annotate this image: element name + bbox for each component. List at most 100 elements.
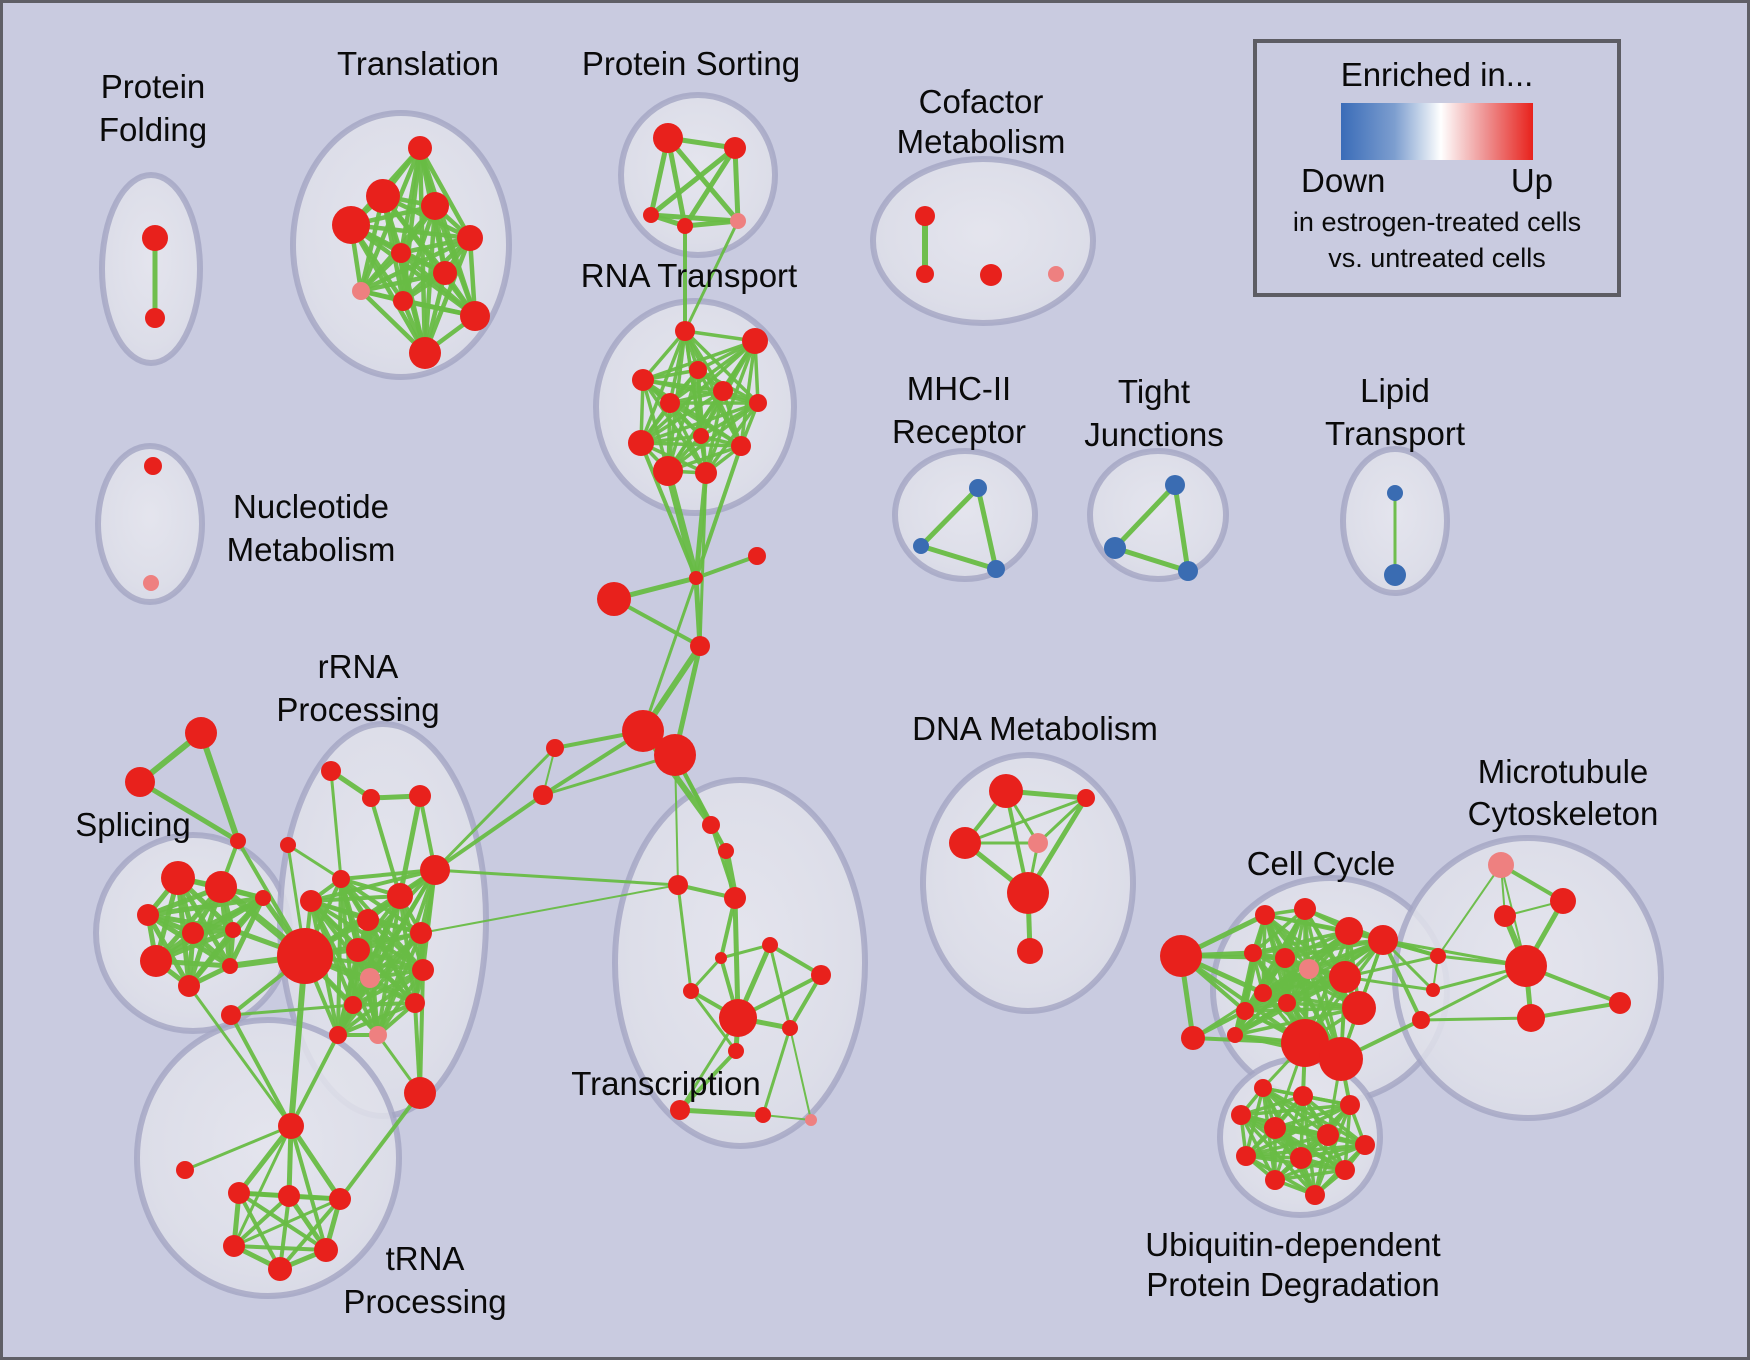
graph-node (1335, 917, 1363, 945)
graph-node (1048, 266, 1064, 282)
graph-edge (360, 270, 446, 294)
graph-edge (1036, 796, 1088, 845)
graph-node (182, 922, 204, 944)
graph-node (1430, 948, 1446, 964)
graph-edge (288, 955, 308, 1127)
graph-node (369, 1026, 387, 1044)
cluster-label-cofactor: Cofactor (919, 83, 1044, 120)
graph-edge (788, 973, 823, 1030)
graph-node (1265, 1170, 1285, 1190)
cluster-label-translation: Translation (337, 45, 499, 82)
graph-node (1299, 959, 1319, 979)
graph-edge (684, 218, 739, 229)
graph-node (715, 952, 727, 964)
graph-edge (1252, 951, 1360, 1010)
graph-node (693, 428, 709, 444)
graph-node (409, 785, 431, 807)
cluster-label-lipid: Lipid (1360, 372, 1430, 409)
graph-node (632, 369, 654, 391)
graph-node (675, 321, 695, 341)
graph-node (643, 207, 659, 223)
graph-node (1355, 1135, 1375, 1155)
graph-node (660, 393, 680, 413)
graph-node (622, 710, 664, 752)
graph-edge (289, 1125, 328, 1251)
graph-node (344, 996, 362, 1014)
graph-node (176, 1161, 194, 1179)
graph-node (1305, 1185, 1325, 1205)
graph-node (1236, 1002, 1254, 1020)
graph-node (713, 381, 733, 401)
cluster-label-ubiquitin: Protein Degradation (1146, 1266, 1440, 1303)
graph-node (137, 904, 159, 926)
graph-edge (682, 146, 738, 228)
graph-edge (666, 136, 740, 223)
graph-node (178, 975, 200, 997)
graph-node (533, 785, 553, 805)
cluster-label-dna: DNA Metabolism (912, 710, 1158, 747)
graph-edge (420, 884, 679, 934)
graph-node (409, 337, 441, 369)
graph-edge (666, 401, 760, 473)
graph-node (1290, 1147, 1312, 1169)
graph-node (144, 457, 162, 475)
graph-node (755, 1107, 771, 1123)
graph-node (433, 261, 457, 285)
graph-node (980, 264, 1002, 286)
legend-endpoints: Down Up (1257, 160, 1617, 200)
graph-edge (352, 968, 424, 1007)
graph-node (1342, 991, 1376, 1025)
graph-node (718, 843, 734, 859)
graph-node (404, 1077, 436, 1109)
graph-edge (1172, 484, 1191, 572)
graph-node (654, 734, 696, 776)
graph-edge (229, 1014, 293, 1127)
cluster-label-trna: tRNA (386, 1240, 465, 1277)
graph-node (1368, 925, 1398, 955)
graph-node (1384, 564, 1406, 586)
graph-node (1505, 945, 1547, 987)
graph-edge (676, 884, 693, 992)
graph-node (724, 137, 746, 159)
graph-node (1494, 905, 1516, 927)
graph-node (405, 993, 425, 1013)
graph-edge (739, 340, 757, 447)
cluster-label-rrna: rRNA (318, 648, 399, 685)
graph-node (1160, 935, 1202, 977)
graph-node (653, 123, 683, 153)
graph-edge (433, 746, 557, 872)
graph-node (969, 479, 987, 497)
graph-node (280, 837, 296, 853)
graph-node (420, 855, 450, 885)
cluster-label-rrna: Processing (276, 691, 439, 728)
graph-node (1231, 1105, 1251, 1125)
graph-node (1340, 1095, 1360, 1115)
graph-node (805, 1114, 817, 1126)
graph-edge (768, 944, 792, 1029)
graph-node (670, 1100, 690, 1120)
graph-node (1488, 852, 1514, 878)
graph-node (1329, 961, 1361, 993)
graph-node (277, 928, 333, 984)
graph-node (1293, 1086, 1313, 1106)
cluster-label-microtubule: Microtubule (1478, 753, 1649, 790)
graph-node (695, 462, 717, 484)
graph-edge (227, 896, 266, 968)
graph-edge (664, 470, 700, 579)
graph-edge (542, 753, 676, 797)
graph-edge (1113, 483, 1177, 550)
cluster-label-mhc: MHC-II (907, 370, 1011, 407)
graph-edge (187, 985, 293, 1127)
graph-node (730, 213, 746, 229)
graph-edge (640, 401, 759, 445)
graph-node (749, 394, 767, 412)
graph-node (689, 361, 707, 379)
graph-node (145, 308, 165, 328)
graph-node (457, 225, 483, 251)
graph-node (653, 456, 683, 486)
graph-node (185, 717, 217, 749)
graph-edge (762, 1114, 812, 1121)
graph-node (1178, 561, 1198, 581)
graph-node (742, 328, 768, 354)
